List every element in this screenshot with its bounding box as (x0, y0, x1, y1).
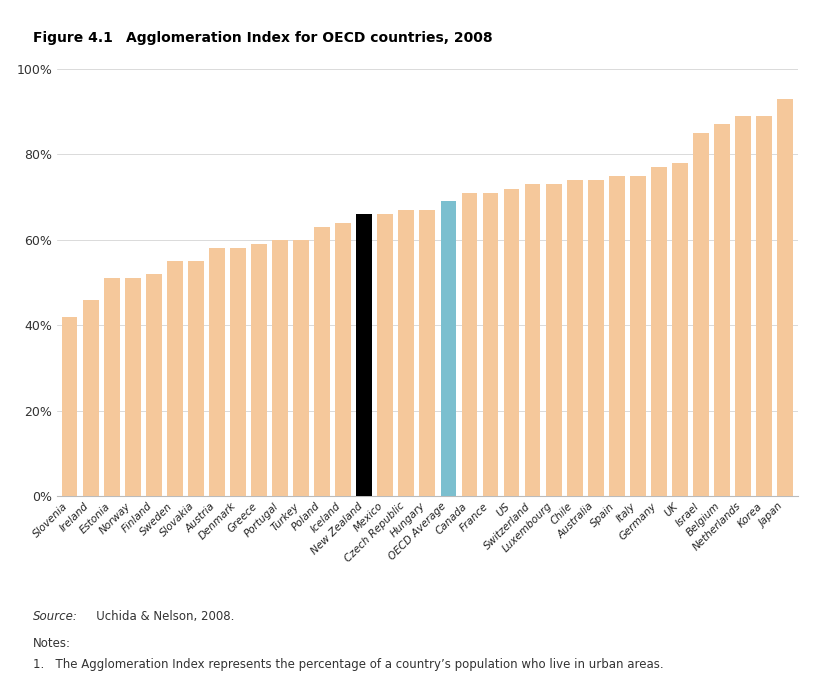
Text: Uchida & Nelson, 2008.: Uchida & Nelson, 2008. (85, 610, 235, 623)
Bar (293, 240, 309, 496)
Bar (483, 193, 498, 496)
Bar (378, 214, 393, 496)
Bar (672, 163, 688, 496)
Bar (188, 261, 204, 496)
Bar (125, 278, 141, 496)
Bar (272, 240, 288, 496)
Text: Figure 4.1: Figure 4.1 (33, 31, 112, 45)
Text: 1.   The Agglomeration Index represents the percentage of a country’s population: 1. The Agglomeration Index represents th… (33, 658, 663, 671)
Bar (651, 167, 667, 496)
Bar (251, 244, 267, 496)
Bar (357, 214, 372, 496)
Bar (777, 99, 793, 496)
Text: Source:: Source: (33, 610, 77, 623)
Bar (440, 201, 457, 496)
Bar (609, 176, 624, 496)
Bar (756, 116, 772, 496)
Bar (146, 274, 162, 496)
Bar (335, 223, 351, 496)
Bar (230, 248, 246, 496)
Bar (104, 278, 120, 496)
Bar (504, 189, 519, 496)
Bar (419, 210, 435, 496)
Bar (62, 317, 77, 496)
Bar (735, 116, 751, 496)
Bar (588, 180, 604, 496)
Bar (314, 227, 330, 496)
Bar (545, 184, 562, 496)
Text: Notes:: Notes: (33, 637, 71, 650)
Bar (167, 261, 182, 496)
Bar (525, 184, 540, 496)
Bar (398, 210, 414, 496)
Bar (630, 176, 646, 496)
Bar (567, 180, 583, 496)
Bar (714, 125, 730, 496)
Text: Agglomeration Index for OECD countries, 2008: Agglomeration Index for OECD countries, … (126, 31, 492, 45)
Bar (462, 193, 477, 496)
Bar (693, 133, 709, 496)
Bar (209, 248, 225, 496)
Bar (83, 300, 98, 496)
